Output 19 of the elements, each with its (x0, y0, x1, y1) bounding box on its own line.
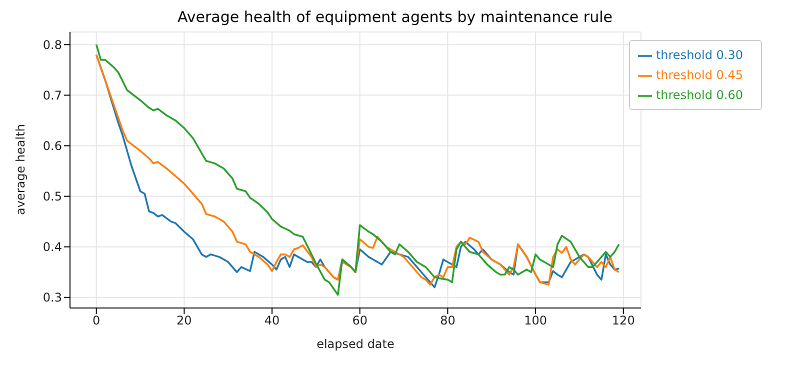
y-tick-label: 0.3 (42, 290, 62, 305)
legend-label: threshold 0.60 (656, 88, 743, 102)
y-tick-label: 0.4 (42, 240, 62, 254)
chart-title: Average health of equipment agents by maintenance rule (176, 8, 614, 28)
y-tick-label: 0.6 (42, 138, 62, 153)
y-tick-label: 0.7 (42, 88, 62, 102)
x-tick-label: 0 (92, 314, 100, 328)
legend-label: threshold 0.30 (656, 48, 743, 62)
x-tick-label: 20 (176, 314, 192, 328)
x-tick-label: 100 (524, 314, 547, 328)
y-axis-title: average health (13, 124, 28, 215)
y-tick-label: 0.8 (42, 38, 62, 52)
x-tick-label: 80 (440, 314, 456, 328)
legend-label: threshold 0.45 (656, 68, 743, 82)
x-tick-label: 120 (612, 314, 635, 328)
x-axis-title: elapsed date (316, 337, 394, 351)
x-tick-label: 60 (352, 314, 368, 328)
x-tick-label: 40 (264, 314, 280, 328)
y-tick-label: 0.5 (42, 190, 62, 204)
